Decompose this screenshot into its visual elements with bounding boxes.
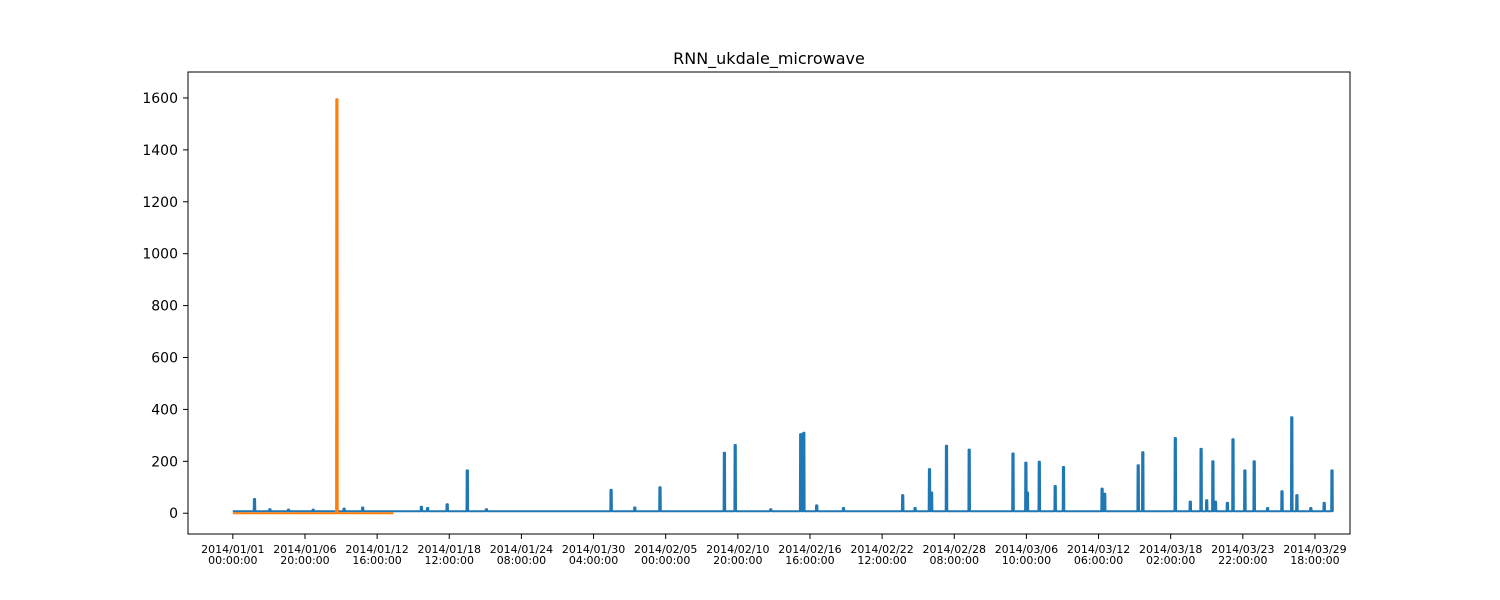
plot-area [232, 98, 1334, 515]
x-tick-label-date: 2014/02/28 [923, 543, 986, 556]
x-tick-label-date: 2014/02/10 [706, 543, 769, 556]
x-tick-label-time: 12:00:00 [857, 554, 906, 567]
y-tick-label: 1600 [142, 91, 178, 107]
x-tick-label-time: 00:00:00 [641, 554, 690, 567]
x-tick-label-time: 08:00:00 [497, 554, 546, 567]
x-tick-label-date: 2014/03/29 [1283, 543, 1346, 556]
y-tick-label: 1400 [142, 143, 178, 159]
series-line-1 [232, 416, 1334, 513]
x-tick-label-date: 2014/03/12 [1067, 543, 1130, 556]
plot-frame [187, 71, 1351, 535]
x-tick-label-date: 2014/01/30 [562, 543, 625, 556]
x-tick-label-date: 2014/01/24 [490, 543, 553, 556]
x-tick-label-time: 08:00:00 [930, 554, 979, 567]
chart-title: RNN_ukdale_microwave [673, 49, 865, 69]
x-tick-label-time: 10:00:00 [1002, 554, 1051, 567]
x-tick-label-time: 06:00:00 [1074, 554, 1123, 567]
y-tick-label: 200 [151, 454, 178, 470]
x-tick-label-time: 16:00:00 [352, 554, 401, 567]
x-tick-label-date: 2014/02/22 [850, 543, 913, 556]
x-tick-label-time: 18:00:00 [1290, 554, 1339, 567]
x-tick-label-date: 2014/01/01 [201, 543, 264, 556]
y-tick-label: 600 [151, 351, 178, 367]
y-tick-label: 1200 [142, 195, 178, 211]
x-tick-label-time: 22:00:00 [1218, 554, 1267, 567]
x-tick-label-date: 2014/03/06 [995, 543, 1058, 556]
y-tick-label: 800 [151, 299, 178, 315]
y-tick-label: 400 [151, 402, 178, 418]
x-tick-label-date: 2014/03/23 [1211, 543, 1274, 556]
x-tick-label-time: 20:00:00 [713, 554, 762, 567]
x-tick-label-time: 20:00:00 [280, 554, 329, 567]
x-tick-label-date: 2014/02/05 [634, 543, 697, 556]
x-tick-label-time: 04:00:00 [569, 554, 618, 567]
y-tick-label: 0 [169, 506, 178, 522]
x-tick-label-date: 2014/01/18 [418, 543, 481, 556]
x-tick-label-time: 00:00:00 [208, 554, 257, 567]
x-tick-label-time: 16:00:00 [785, 554, 834, 567]
x-tick-label-date: 2014/01/12 [345, 543, 408, 556]
x-tick-label-date: 2014/02/16 [778, 543, 841, 556]
x-tick-label-time: 12:00:00 [425, 554, 474, 567]
x-tick-label-date: 2014/01/06 [273, 543, 336, 556]
axes: 020040060080010001200140016002014/01/010… [142, 71, 1351, 567]
y-tick-label: 1000 [142, 247, 178, 263]
x-tick-label-time: 02:00:00 [1146, 554, 1195, 567]
series-line-2 [232, 98, 394, 515]
x-tick-label-date: 2014/03/18 [1139, 543, 1202, 556]
